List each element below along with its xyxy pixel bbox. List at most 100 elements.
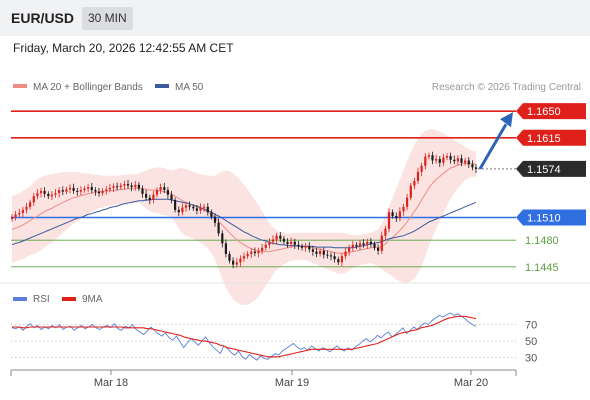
candle-body <box>268 241 271 245</box>
candle-body <box>387 212 391 229</box>
candle-body <box>445 156 449 158</box>
candle-body <box>166 190 169 195</box>
candle-body <box>442 157 445 163</box>
ma50-line <box>11 198 477 249</box>
x-tick-label: Mar 18 <box>94 377 128 389</box>
level-label-1.1510: 1.1510 <box>527 213 561 225</box>
forecast-arrow-layer <box>478 112 513 170</box>
rsi-line <box>11 312 477 361</box>
candle-body <box>420 165 423 172</box>
candle-body <box>217 222 220 234</box>
candle-body <box>119 185 122 188</box>
candle-body <box>348 247 351 252</box>
candle-body <box>79 190 82 192</box>
candle-body <box>14 214 17 217</box>
candle-body <box>210 212 213 217</box>
candle-body <box>246 253 249 257</box>
candle-body <box>206 206 209 213</box>
level-labels-layer: 1.1650 1.1615 1.1574 1.1510 1.1480 1.1445 <box>516 103 586 274</box>
candle-body <box>116 186 119 188</box>
candle-body <box>32 196 35 203</box>
rsi-legend-swatch <box>13 297 27 301</box>
candle-body <box>460 158 463 163</box>
timeframe-button[interactable]: 30 MIN <box>82 7 133 30</box>
level-tag-1.1615 <box>516 129 586 146</box>
chart-datetime: Friday, March 20, 2026 12:42:55 AM CET <box>13 41 234 55</box>
candle-body <box>395 216 398 219</box>
candle-body <box>174 200 177 210</box>
candle-body <box>239 258 242 263</box>
candle-body <box>188 205 191 207</box>
candle-body <box>152 194 155 200</box>
ma20-legend-label: MA 20 + Bollinger Bands <box>33 82 143 93</box>
candle-body <box>213 216 217 223</box>
candle-body <box>170 194 173 200</box>
candle-body <box>474 167 478 169</box>
candle-body <box>384 228 387 236</box>
ma50-legend-swatch <box>155 84 169 88</box>
candle-body <box>221 233 224 244</box>
candle-body <box>431 155 434 161</box>
candle-body <box>344 251 347 257</box>
candle-body <box>406 197 409 207</box>
candle-body <box>413 181 416 186</box>
candle-body <box>319 250 322 254</box>
candle-body <box>83 188 86 191</box>
candle-body <box>18 212 21 215</box>
candle-body <box>416 171 420 181</box>
candle-body <box>90 187 93 191</box>
candle-body <box>76 190 79 192</box>
candle-body <box>286 241 289 245</box>
candle-body <box>141 188 144 194</box>
level-tag-1.1574 <box>516 160 586 177</box>
ma20-line <box>11 163 477 254</box>
candle-body <box>25 206 28 210</box>
candle-body <box>369 241 372 245</box>
candle-body <box>94 190 97 192</box>
rsi-pane: 70 50 30 <box>11 312 537 365</box>
candle-body <box>337 259 340 263</box>
x-axis-ticks: Mar 18 Mar 19 Mar 20 <box>94 370 488 389</box>
candle-body <box>184 205 188 208</box>
rsi-legend-label: RSI <box>33 294 50 305</box>
candle-body <box>293 241 296 245</box>
candle-body <box>261 247 264 251</box>
candle-body <box>282 238 285 242</box>
forecast-arrow-shaft <box>478 123 508 170</box>
candle-body <box>402 206 405 212</box>
candle-body <box>148 197 151 200</box>
rsi-ma-legend-label: 9MA <box>82 294 103 305</box>
ma20-legend-swatch <box>13 84 27 88</box>
candle-body <box>195 208 198 211</box>
candle-body <box>373 244 376 248</box>
rsi-tick-70: 70 <box>525 320 537 332</box>
candle-body <box>65 189 68 192</box>
candle-body <box>29 202 32 207</box>
candle-body <box>311 249 314 252</box>
candle-body <box>304 246 307 248</box>
candle-body <box>235 262 238 265</box>
level-label-1.1574: 1.1574 <box>527 164 561 176</box>
candle-body <box>123 184 126 186</box>
candle-body <box>453 159 456 162</box>
candle-body <box>159 187 162 191</box>
level-label-1.1445: 1.1445 <box>525 262 559 274</box>
candle-body <box>58 190 61 194</box>
candle-body <box>358 243 362 247</box>
candle-body <box>87 187 90 189</box>
candle-body <box>329 255 333 257</box>
candle-body <box>264 244 267 248</box>
candle-body <box>199 207 202 211</box>
candle-body <box>21 209 24 213</box>
candle-body <box>380 235 383 251</box>
candle-body <box>224 243 227 254</box>
candle-body <box>137 184 140 189</box>
candle-body <box>275 235 278 240</box>
candle-body <box>112 186 115 188</box>
candle-body <box>333 256 336 260</box>
forecast-arrow-head <box>500 112 513 128</box>
candle-body <box>308 246 311 250</box>
candle-body <box>435 159 438 161</box>
candle-body <box>391 212 394 216</box>
